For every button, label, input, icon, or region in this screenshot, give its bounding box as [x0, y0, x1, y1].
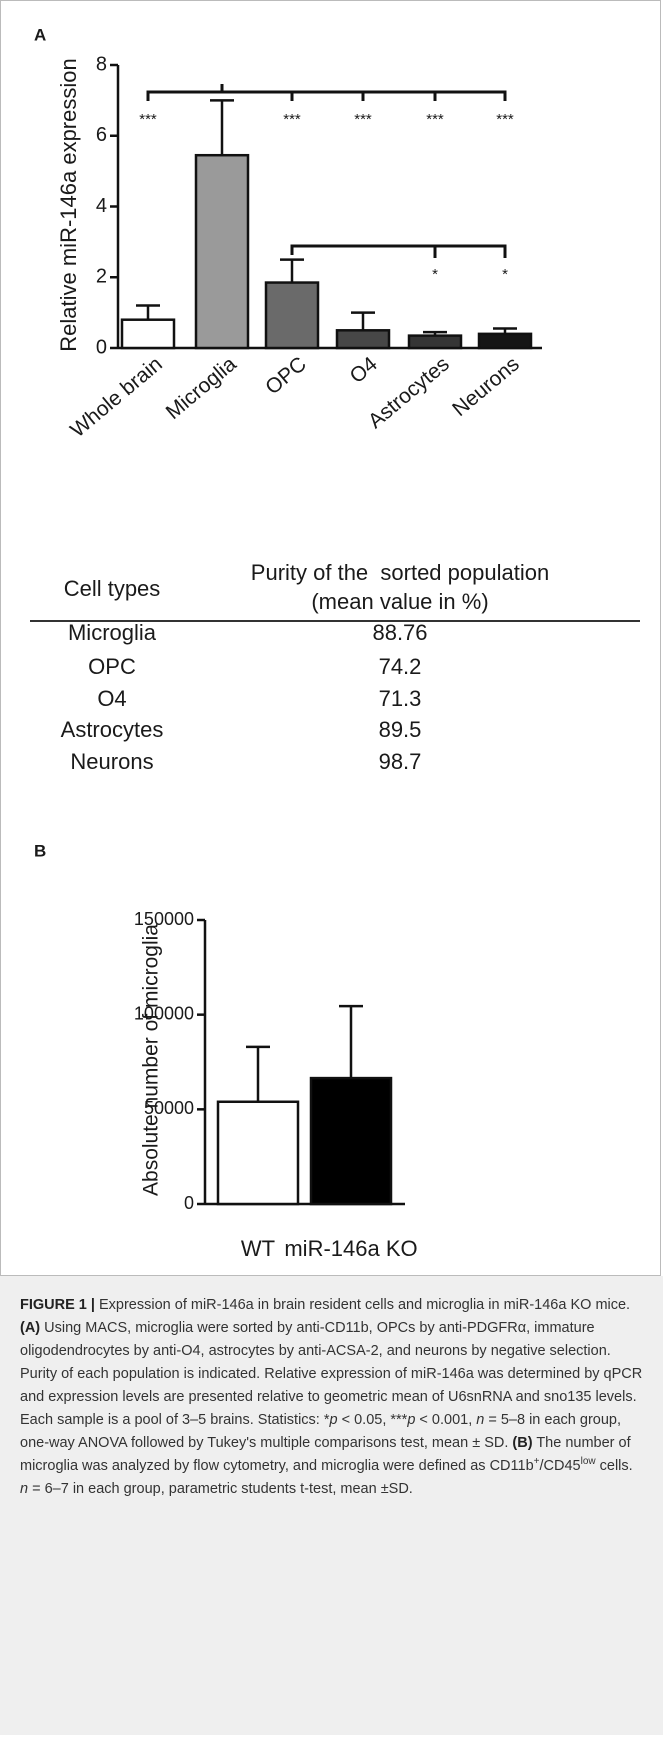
caption-text: Using MACS, microglia were sorted by ant… [20, 1320, 643, 1428]
figure-border [0, 0, 661, 1276]
caption-text: low [580, 1456, 596, 1468]
table-cell: OPC [88, 654, 136, 679]
significance-label: * [432, 266, 438, 283]
caption-text: n [20, 1481, 29, 1497]
figure: A B Cell types Purity of the sorted popu… [0, 0, 661, 1276]
table-cell: Microglia [68, 620, 157, 645]
y-axis-label: Absolute number of microglia [140, 924, 163, 1196]
caption-text: FIGURE 1 | [20, 1297, 95, 1313]
significance-label: * [502, 266, 508, 283]
bar [309, 1076, 393, 1206]
y-tick-label: 4 [96, 195, 107, 217]
table-header: Purity of the sorted population [251, 560, 549, 585]
x-tick-label: Astrocytes [364, 352, 454, 433]
bar [335, 329, 391, 350]
y-tick-label: 2 [96, 266, 107, 288]
caption: FIGURE 1 | Expression of miR-146a in bra… [0, 1276, 663, 1735]
significance-label: *** [496, 111, 514, 128]
significance-label: *** [354, 111, 372, 128]
caption-text: n [476, 1412, 485, 1428]
y-axis-label: Relative miR-146a expression [56, 58, 81, 351]
panel-label: B [34, 841, 46, 860]
y-tick-label: 100000 [134, 1003, 194, 1023]
caption-text: < 0.001, [415, 1412, 477, 1428]
caption-text: = 5–8 in each group, one-way ANOVA follo… [20, 1412, 621, 1451]
table-header: (mean value in %) [311, 589, 488, 614]
y-tick-label: 0 [96, 336, 107, 358]
x-tick-label: Microglia [162, 352, 241, 424]
table-cell: 74.2 [379, 654, 422, 679]
x-tick-label: Whole brain [66, 352, 167, 442]
y-tick-label: 6 [96, 124, 107, 146]
caption-text: < 0.05, *** [337, 1412, 408, 1428]
caption-text: cells. [595, 1458, 633, 1474]
bar [216, 1100, 300, 1206]
y-tick-label: 50000 [144, 1098, 194, 1118]
caption-text: (B) [512, 1435, 533, 1451]
x-tick-label: miR-146a KO [284, 1236, 417, 1261]
bar [407, 334, 463, 350]
caption-text: = 6–7 in each group, parametric students… [28, 1481, 413, 1497]
x-tick-label: WT [241, 1236, 275, 1261]
caption-text: (A) [20, 1320, 41, 1336]
significance-label: *** [426, 111, 444, 128]
caption-text: p [407, 1412, 416, 1428]
significance-label: *** [139, 111, 157, 128]
x-tick-label: Neurons [448, 352, 524, 421]
bar [477, 332, 533, 350]
table-cell: 88.76 [372, 620, 427, 645]
y-tick-label: 0 [184, 1193, 194, 1213]
bar [264, 281, 320, 350]
caption-text: The number of microglia was analyzed by … [20, 1435, 631, 1474]
bracket [146, 84, 507, 101]
caption-text: + [533, 1456, 540, 1468]
caption-text: p [329, 1412, 338, 1428]
significance-brackets [146, 84, 507, 258]
table-cell: 98.7 [379, 749, 422, 774]
table-cell: 71.3 [379, 686, 422, 711]
table-cell: Neurons [70, 749, 153, 774]
x-tick-label: OPC [261, 352, 311, 399]
table-cell: O4 [97, 686, 126, 711]
x-tick-label: O4 [346, 352, 382, 388]
table-cell: Astrocytes [61, 717, 164, 742]
y-tick-label: 8 [96, 53, 107, 75]
y-tick-label: 150000 [134, 909, 194, 929]
bracket [290, 244, 507, 258]
panel-label: A [34, 25, 46, 44]
table-header: Cell types [64, 576, 161, 601]
bar [194, 153, 250, 350]
caption-text: /CD45 [539, 1458, 581, 1474]
bar [120, 318, 176, 350]
caption-text: Expression of miR-146a in brain resident… [94, 1297, 631, 1313]
significance-label: *** [283, 111, 301, 128]
table-cell: 89.5 [379, 717, 422, 742]
